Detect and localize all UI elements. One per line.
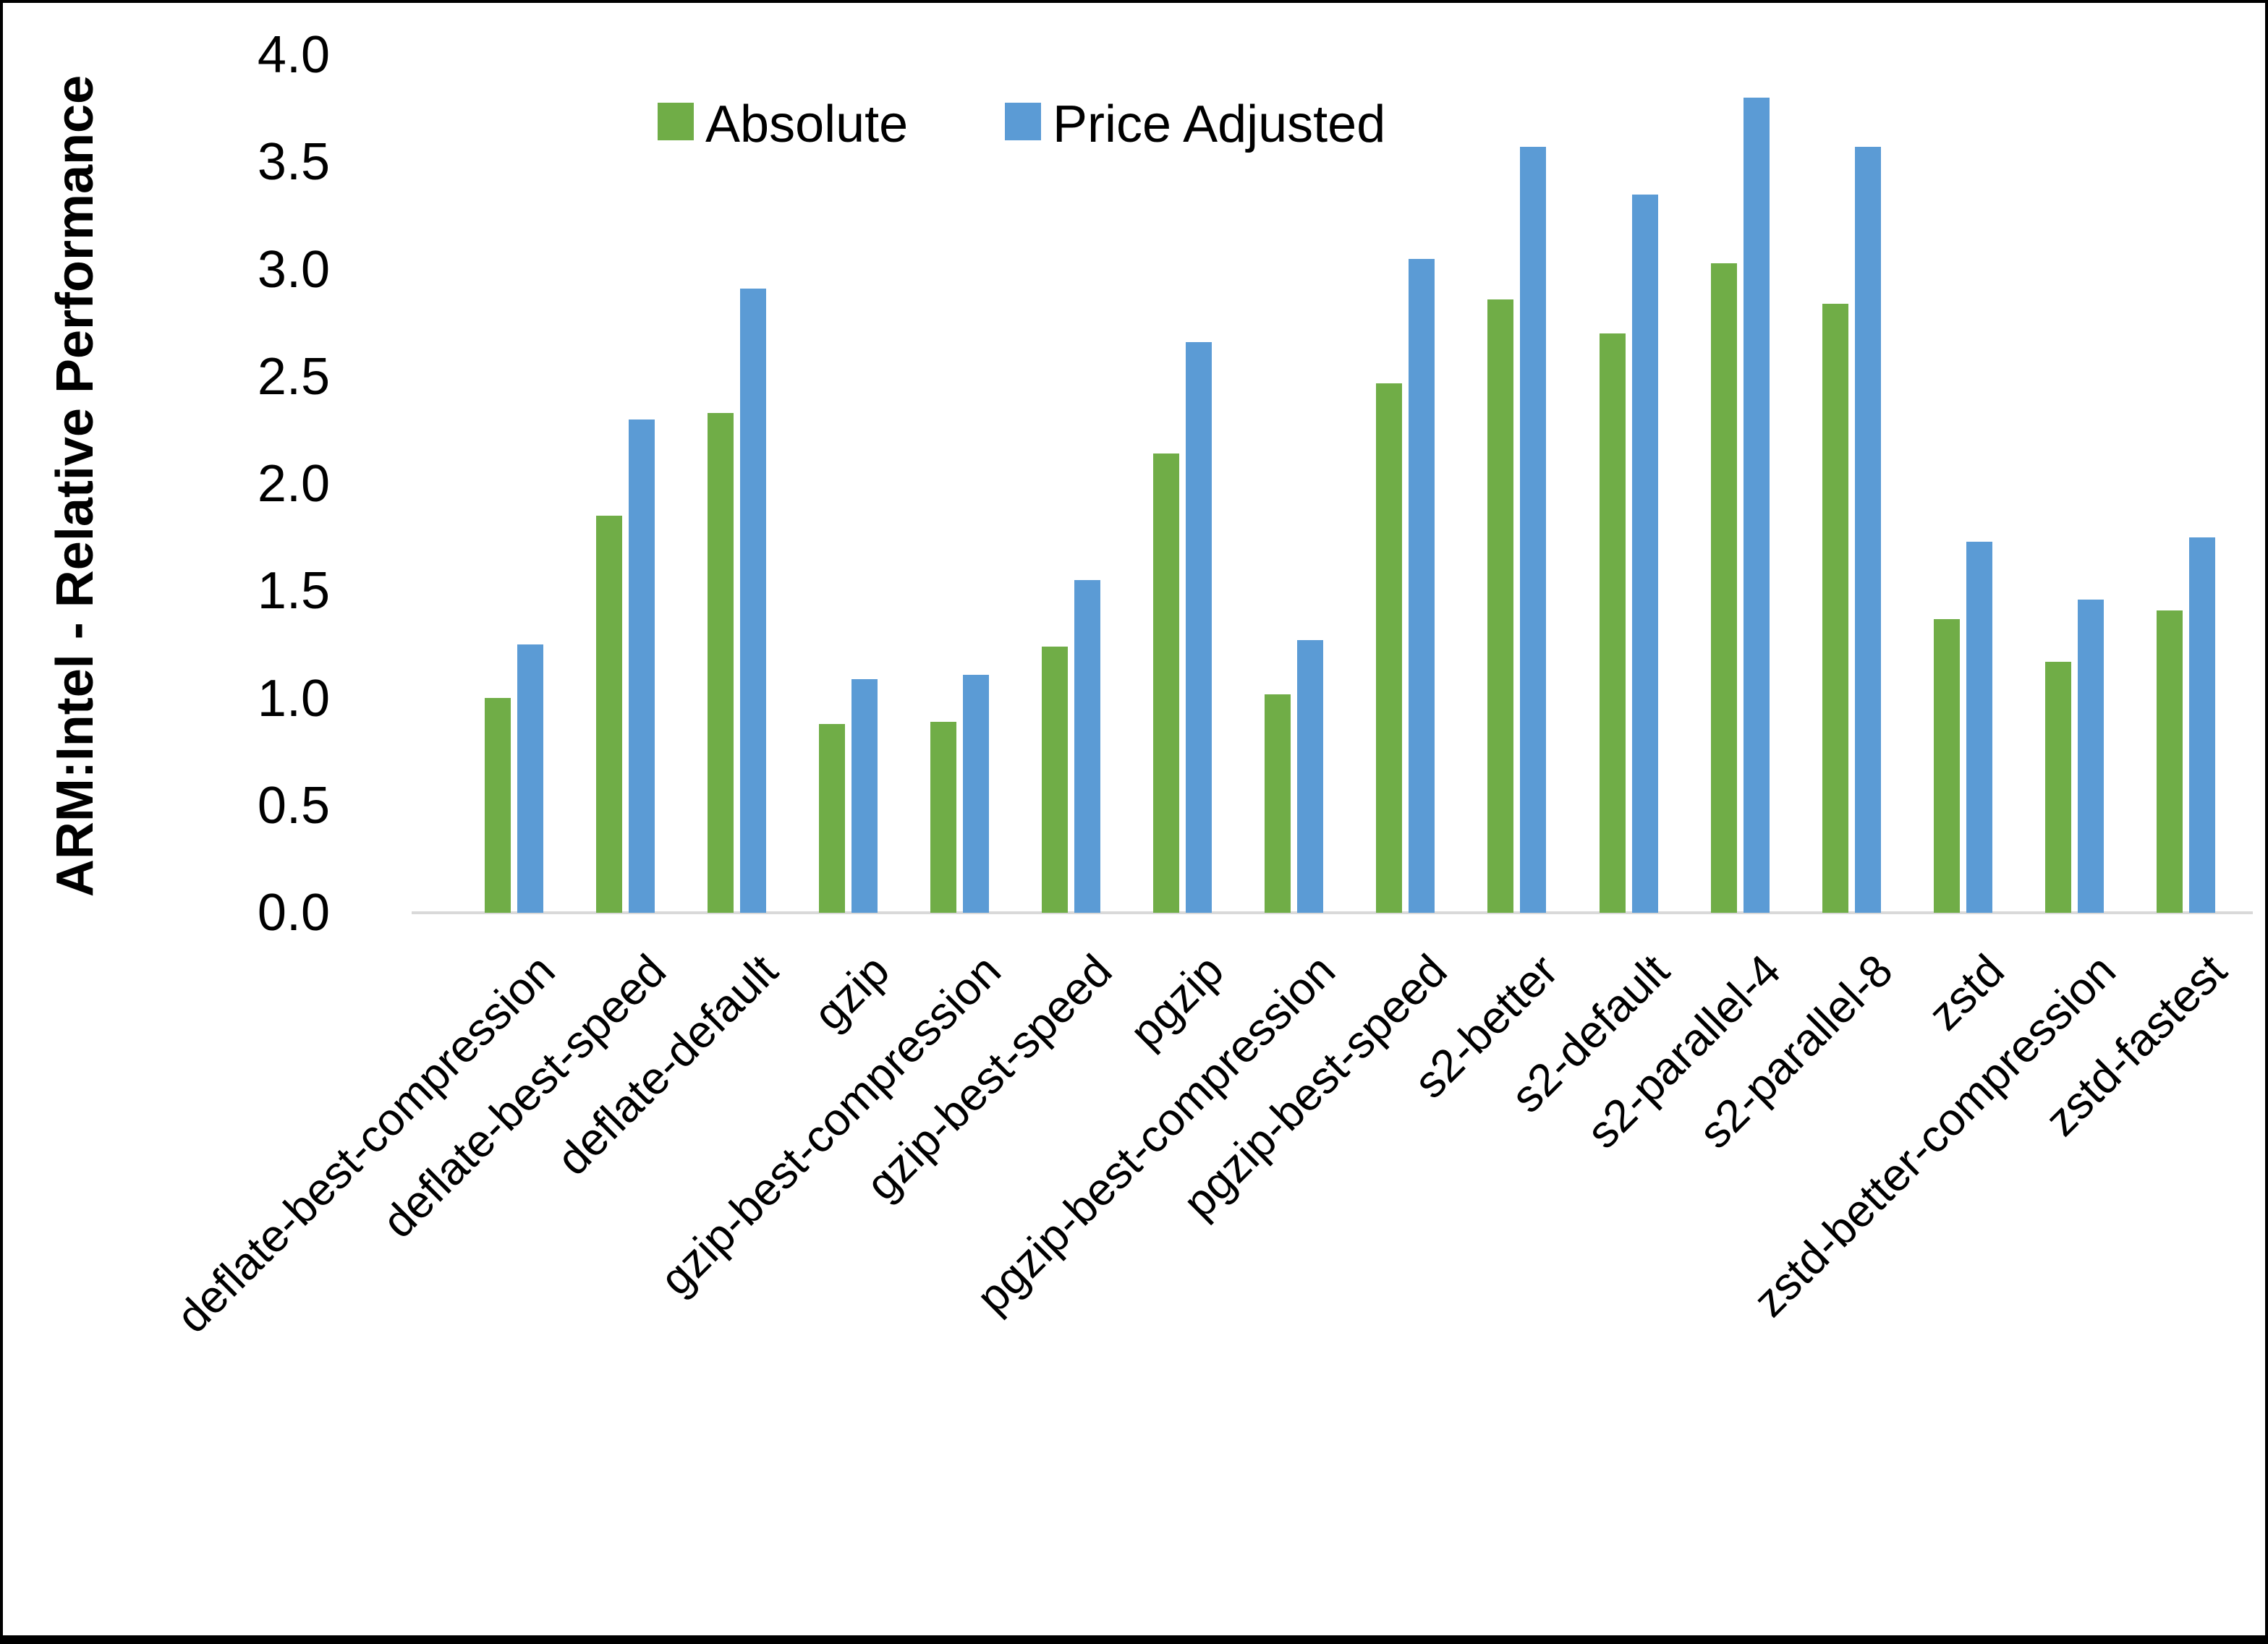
bar-price-adjusted [2078,600,2104,913]
bar-absolute [2157,610,2183,913]
bar-absolute [1153,453,1179,913]
bar-absolute [2045,662,2071,913]
absolute-swatch-icon [658,103,694,140]
legend-label-absolute: Absolute [705,95,909,153]
bar-absolute [596,516,622,913]
bar-price-adjusted [1632,195,1658,913]
bar-absolute [819,724,845,913]
bar-price-adjusted [2189,537,2215,913]
y-tick-label: 0.5 [257,776,330,835]
bar-absolute [1600,333,1626,913]
bar-absolute [1487,299,1513,913]
bar-absolute [708,413,734,913]
bar-price-adjusted [851,679,878,913]
bar-absolute [1822,304,1848,913]
bar-absolute [1042,647,1068,913]
y-tick-label: 4.0 [257,26,330,84]
x-category-label: zstd [1919,945,2014,1040]
x-axis-line [412,911,2253,914]
y-tick-label: 0.0 [257,884,330,942]
price-adjusted-swatch-icon [1005,103,1041,140]
bar-price-adjusted [1297,640,1323,913]
bar-price-adjusted [517,644,543,913]
bar-price-adjusted [963,675,989,913]
chart-legend: Absolute Price Adjusted [3,95,2265,153]
bar-price-adjusted [1520,147,1546,913]
y-axis-title: ARM:Intel - Relative Performance [46,74,104,898]
bar-price-adjusted [1966,542,1992,913]
bar-price-adjusted [1186,342,1212,913]
bar-price-adjusted [629,419,655,913]
bar-price-adjusted [1855,147,1881,913]
y-tick-label: 3.0 [257,240,330,299]
bar-price-adjusted [1074,580,1100,913]
y-tick-label: 2.5 [257,347,330,406]
y-tick-label: 3.5 [257,133,330,192]
bar-price-adjusted [1744,98,1770,913]
bar-absolute [1376,383,1402,913]
y-tick-label: 1.0 [257,669,330,728]
bar-absolute [930,722,956,913]
bar-absolute [1934,619,1960,913]
x-category-label: gzip [804,945,899,1040]
y-tick-label: 2.0 [257,455,330,513]
bar-absolute [485,698,511,913]
bar-price-adjusted [740,289,766,913]
bar-absolute [1265,694,1291,913]
legend-label-price-adjusted: Price Adjusted [1053,95,1386,153]
bar-price-adjusted [1409,259,1435,913]
y-tick-label: 1.5 [257,562,330,621]
bar-absolute [1711,263,1737,913]
